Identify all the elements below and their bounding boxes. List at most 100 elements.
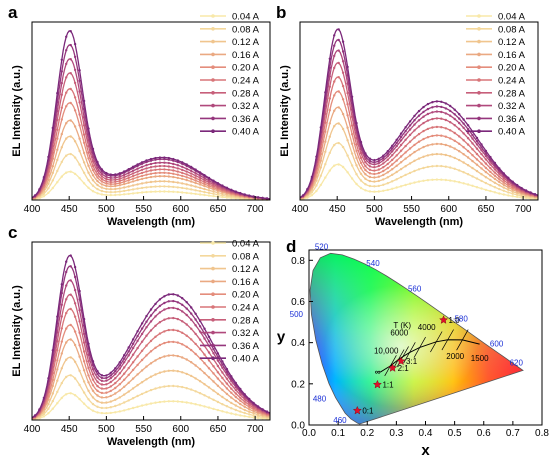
series-marker — [158, 343, 162, 347]
series-marker — [221, 388, 224, 392]
series-marker — [507, 186, 510, 189]
series-marker — [413, 114, 416, 118]
series-marker — [422, 105, 425, 109]
series-marker — [395, 154, 398, 157]
series-marker — [230, 407, 233, 410]
series-marker — [377, 162, 380, 165]
series-marker — [216, 359, 220, 362]
series-marker — [136, 405, 139, 408]
series-marker — [73, 394, 77, 397]
series-marker — [484, 188, 488, 192]
series-marker — [194, 390, 197, 393]
series-marker — [96, 176, 99, 179]
series-marker — [185, 170, 188, 173]
series-marker — [123, 372, 126, 375]
series-marker — [239, 399, 242, 402]
series-marker — [114, 404, 117, 408]
series-marker — [221, 195, 224, 199]
series-marker — [373, 169, 376, 172]
series-marker — [109, 380, 113, 384]
series-marker — [382, 189, 385, 192]
series-marker — [431, 134, 434, 138]
series-marker — [100, 387, 104, 390]
series-marker — [221, 403, 224, 406]
series-marker — [149, 329, 153, 332]
series-marker — [51, 378, 54, 381]
series-marker — [417, 109, 421, 113]
series-marker — [176, 317, 179, 321]
series-marker — [131, 165, 135, 168]
x-tick-label: 450 — [61, 204, 78, 215]
series-marker — [158, 304, 162, 308]
series-marker — [207, 176, 211, 180]
series-marker — [167, 190, 170, 193]
series-marker — [82, 332, 86, 336]
series-marker — [462, 139, 465, 142]
wavelength-label: 580 — [454, 315, 468, 324]
series-marker — [511, 195, 514, 198]
series-marker — [123, 361, 126, 364]
planckian-label: 10,000 — [374, 346, 399, 355]
series-marker — [382, 159, 385, 162]
series-marker — [56, 158, 59, 162]
y-axis-label: EL Intensity (a.u.) — [279, 65, 291, 157]
series-marker — [154, 308, 157, 312]
series-marker — [475, 143, 479, 146]
series-marker — [172, 166, 175, 169]
series-marker — [413, 143, 416, 147]
series-marker — [114, 176, 117, 179]
series-marker — [91, 373, 95, 376]
series-marker — [47, 402, 50, 406]
series-marker — [181, 171, 184, 175]
series-marker — [507, 176, 510, 179]
series-marker — [516, 183, 519, 187]
series-marker — [458, 117, 461, 120]
series-marker — [140, 186, 144, 190]
series-marker — [221, 366, 224, 369]
series-marker — [426, 127, 430, 131]
series-marker — [386, 162, 389, 166]
series-marker — [466, 156, 470, 159]
series-marker — [42, 195, 46, 198]
series-marker — [131, 184, 135, 187]
series-marker — [212, 389, 215, 392]
series-marker — [51, 186, 54, 190]
legend-label: 0.04 A — [232, 239, 260, 250]
series-marker — [114, 386, 117, 390]
series-marker — [96, 372, 99, 376]
series-marker — [207, 386, 211, 389]
series-marker — [172, 316, 175, 320]
series-marker — [234, 392, 237, 395]
series-marker — [350, 133, 354, 136]
series-marker — [96, 411, 99, 414]
series-marker — [172, 180, 175, 184]
x-axis-label: x — [421, 442, 430, 459]
series-marker — [87, 186, 90, 189]
series-marker — [69, 72, 72, 75]
wavelength-label: 600 — [490, 339, 504, 348]
series-marker — [96, 370, 99, 373]
series-marker — [56, 340, 59, 343]
series-marker — [131, 397, 135, 400]
series-marker — [377, 179, 380, 183]
series-marker — [190, 327, 193, 330]
series-marker — [256, 413, 260, 416]
series-marker — [127, 360, 130, 363]
legend-marker — [477, 65, 481, 69]
data-point-star — [388, 363, 398, 372]
series-marker — [399, 135, 403, 139]
series-marker — [105, 187, 108, 190]
x-tick-label: 600 — [172, 204, 189, 215]
legend-marker — [477, 103, 481, 108]
series-marker — [341, 60, 345, 63]
series-marker — [82, 171, 86, 174]
series-marker — [373, 166, 376, 169]
series-marker — [123, 178, 126, 181]
series-marker — [118, 187, 122, 190]
series-marker — [239, 410, 242, 413]
series-marker — [172, 157, 175, 161]
series-marker — [440, 164, 443, 168]
series-marker — [194, 403, 197, 406]
series-marker — [131, 406, 135, 410]
series-marker — [480, 149, 483, 152]
